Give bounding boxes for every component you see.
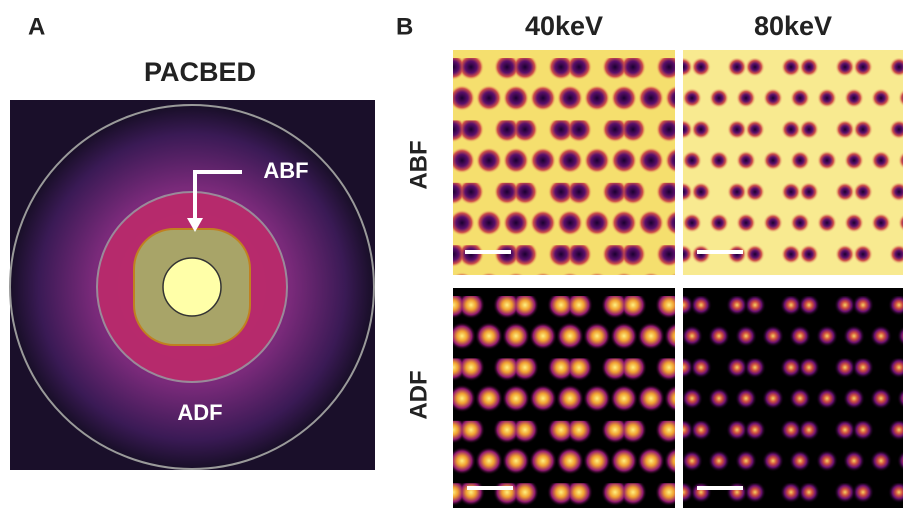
abf-annotation: ABF	[263, 158, 308, 183]
column-header: 80keV	[754, 11, 832, 41]
row-header: ADF	[405, 370, 432, 419]
row-header: ABF	[405, 140, 432, 189]
figure: A PACBED ABF ADF B 40keV 80keV ABF ADF	[0, 0, 904, 508]
panel-label: A	[28, 13, 45, 40]
adf-80kev-image	[683, 288, 903, 508]
abf-40kev-image	[453, 50, 675, 275]
panel-title: PACBED	[144, 57, 256, 87]
adf-annotation: ADF	[177, 400, 222, 425]
panel-label: B	[396, 13, 413, 40]
abf-80kev-image	[683, 50, 903, 275]
bf-center	[163, 258, 221, 316]
column-header: 40keV	[525, 11, 603, 41]
adf-40kev-image	[453, 288, 675, 508]
